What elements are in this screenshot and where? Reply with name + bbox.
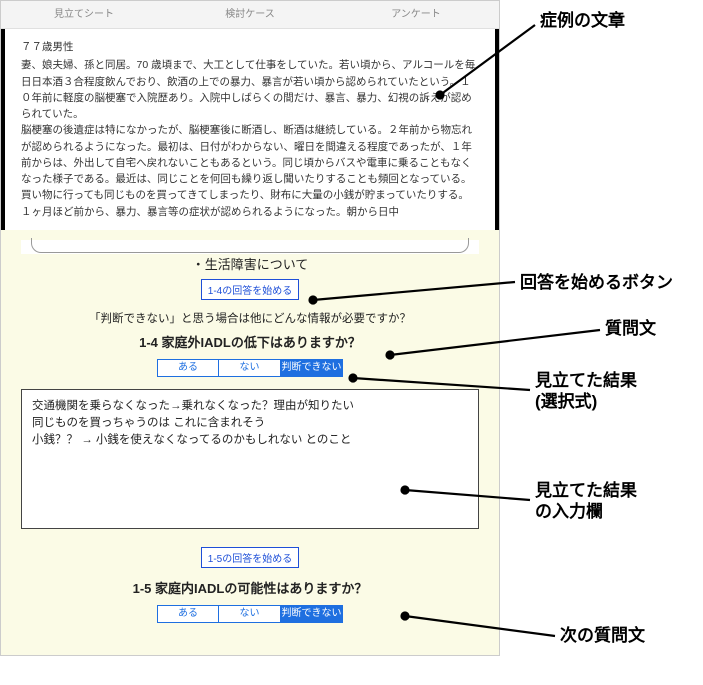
- choice-yes[interactable]: ある: [157, 359, 219, 377]
- patient-heading: ７７歳男性: [21, 39, 479, 55]
- annotation-start-button: 回答を始めるボタン: [520, 272, 673, 293]
- choice-no[interactable]: ない: [219, 605, 281, 623]
- case-text-panel: ７７歳男性 妻、娘夫婦、孫と同居。70 歳頃まで、大工として仕事をしていた。若い…: [1, 29, 499, 230]
- choice-group-1-4: ある ない 判断できない: [21, 359, 479, 377]
- choice-unknown[interactable]: 判断できない: [281, 359, 343, 377]
- freeform-input[interactable]: 交通機関を乗らなくなった→乗れなくなった？理由が知りたい 同じものを買っちゃうの…: [21, 389, 479, 529]
- question-1-5: 1-5 家庭内IADLの可能性はありますか？: [21, 578, 479, 597]
- question-1-4: 1-4 家庭外IADLの低下はありますか？: [21, 332, 479, 351]
- choice-no[interactable]: ない: [219, 359, 281, 377]
- annotation-question: 質問文: [605, 318, 656, 339]
- tab-mitate[interactable]: 見立てシート: [1, 1, 167, 28]
- hint-text: 「判断できない」と思う場合は他にどんな情報が必要ですか？: [21, 310, 479, 326]
- case-paragraph: 脳梗塞の後遺症は特になかったが、脳梗塞後に断酒し、断酒は継続している。２年前から…: [21, 122, 479, 203]
- app-screenshot: 見立てシート 検討ケース アンケート ７７歳男性 妻、娘夫婦、孫と同居。70 歳…: [0, 0, 500, 656]
- tab-kentou[interactable]: 検討ケース: [167, 1, 333, 28]
- section-heading: ・生活障害について: [21, 254, 479, 273]
- annotation-result-input: 見立てた結果 の入力欄: [535, 480, 637, 523]
- start-answer-1-5-button[interactable]: 1-5の回答を始める: [201, 547, 299, 568]
- annotation-result-choice: 見立てた結果 (選択式): [535, 370, 637, 413]
- panel-bottom-border: [21, 240, 479, 254]
- tab-enquete[interactable]: アンケート: [333, 1, 499, 28]
- choice-group-1-5: ある ない 判断できない: [21, 605, 479, 623]
- case-paragraph: １ヶ月ほど前から、暴力、暴言等の症状が認められるようになった。朝から日中: [21, 204, 479, 220]
- start-answer-1-4-button[interactable]: 1-4の回答を始める: [201, 279, 299, 300]
- annotation-next-question: 次の質問文: [560, 625, 645, 646]
- tab-bar: 見立てシート 検討ケース アンケート: [1, 1, 499, 29]
- annotation-case-text: 症例の文章: [540, 10, 625, 31]
- choice-unknown[interactable]: 判断できない: [281, 605, 343, 623]
- form-area: ・生活障害について 1-4の回答を始める 「判断できない」と思う場合は他にどんな…: [1, 230, 499, 655]
- choice-yes[interactable]: ある: [157, 605, 219, 623]
- case-paragraph: 妻、娘夫婦、孫と同居。70 歳頃まで、大工として仕事をしていた。若い頃から、アル…: [21, 57, 479, 122]
